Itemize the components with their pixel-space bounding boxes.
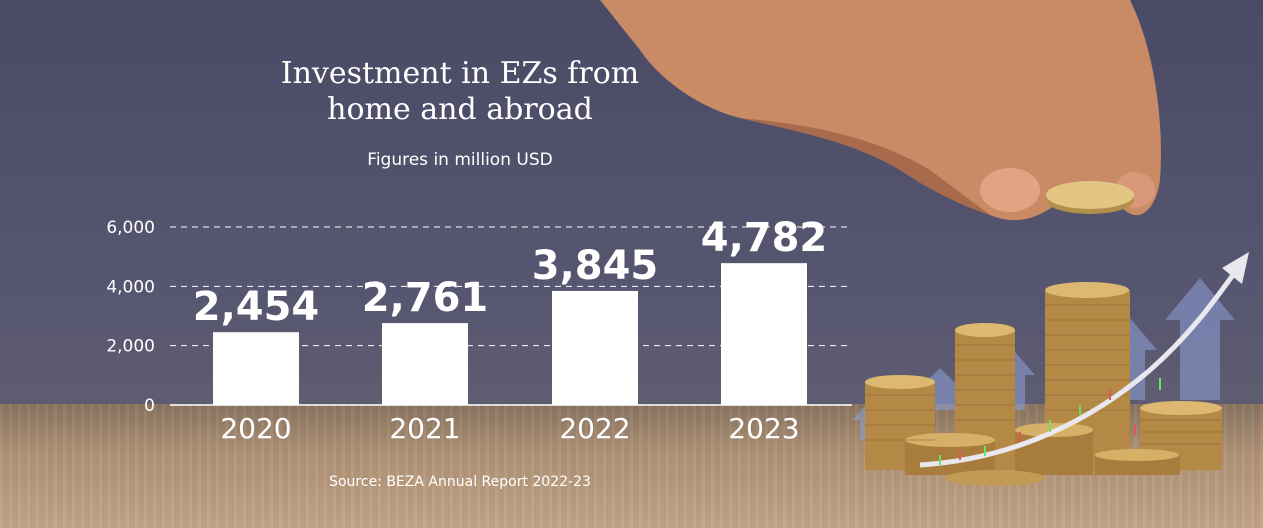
bar bbox=[213, 332, 299, 405]
y-tick-label: 4,000 bbox=[106, 277, 155, 297]
bar bbox=[382, 323, 468, 405]
data-label: 3,845 bbox=[532, 243, 659, 289]
coin-stacks bbox=[865, 282, 1222, 486]
y-tick-label: 0 bbox=[144, 396, 155, 416]
bar bbox=[552, 290, 638, 405]
trend-arrow bbox=[919, 252, 1249, 468]
chart-title: Investment in EZs from home and abroad bbox=[280, 56, 640, 127]
hand-illustration bbox=[600, 0, 1161, 221]
x-tick-label: 2023 bbox=[728, 412, 799, 445]
data-label: 2,454 bbox=[193, 284, 320, 330]
y-tick-label: 6,000 bbox=[106, 218, 155, 238]
candlestick-marks bbox=[939, 378, 1161, 465]
x-tick-label: 2022 bbox=[559, 412, 630, 445]
chart-source: Source: BEZA Annual Report 2022-23 bbox=[329, 474, 591, 490]
data-label: 2,761 bbox=[362, 275, 489, 321]
data-label: 4,782 bbox=[701, 215, 828, 261]
x-tick-label: 2021 bbox=[389, 412, 460, 445]
x-tick-label: 2020 bbox=[220, 412, 291, 445]
bar bbox=[721, 263, 807, 405]
dropping-coin bbox=[1046, 181, 1134, 214]
y-tick-label: 2,000 bbox=[106, 337, 155, 357]
chart-subtitle: Figures in million USD bbox=[367, 150, 553, 170]
